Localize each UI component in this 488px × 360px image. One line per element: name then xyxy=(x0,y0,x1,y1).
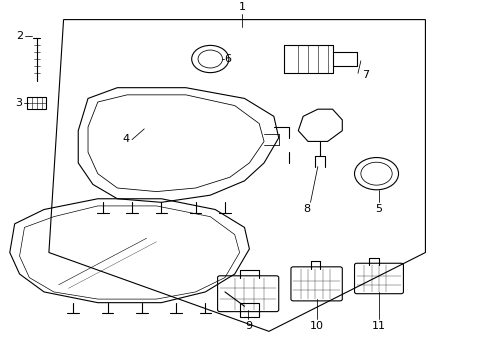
Text: 3: 3 xyxy=(15,98,22,108)
Text: 8: 8 xyxy=(303,204,310,214)
Text: 1: 1 xyxy=(238,3,245,13)
Text: 2: 2 xyxy=(16,31,23,41)
Text: 4: 4 xyxy=(122,134,129,144)
Bar xyxy=(27,96,46,109)
Text: 10: 10 xyxy=(309,321,323,330)
Text: 7: 7 xyxy=(361,70,368,80)
Text: 9: 9 xyxy=(244,321,251,330)
Text: 11: 11 xyxy=(371,321,385,330)
Text: 5: 5 xyxy=(375,204,382,214)
Bar xyxy=(239,303,259,317)
Text: 6: 6 xyxy=(224,54,230,64)
